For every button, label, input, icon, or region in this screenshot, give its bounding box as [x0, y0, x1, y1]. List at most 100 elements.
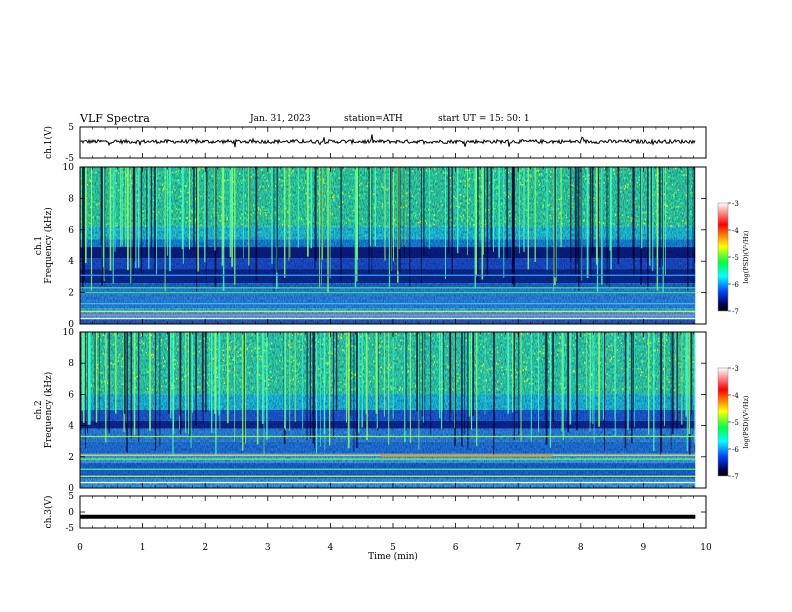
- psd-speckle: [627, 199, 629, 202]
- psd-speckle: [161, 339, 163, 341]
- psd-speckle: [628, 343, 630, 345]
- psd-speckle: [640, 332, 643, 335]
- psd-speckle: [338, 177, 340, 179]
- psd-speckle: [659, 370, 661, 372]
- psd-speckle: [372, 344, 374, 346]
- psd-speckle: [317, 180, 320, 182]
- psd-speckle: [491, 366, 493, 368]
- psd-speckle: [571, 202, 574, 205]
- psd-speckle: [525, 369, 527, 371]
- psd-speckle: [418, 213, 420, 216]
- psd-speckle: [672, 193, 674, 196]
- psd-speckle: [322, 380, 324, 383]
- psd-speckle: [264, 212, 266, 214]
- psd-speckle: [610, 358, 613, 360]
- psd-speckle: [425, 169, 428, 171]
- psd-speckle: [317, 366, 319, 368]
- psd-speckle: [629, 362, 631, 365]
- psd-speckle: [485, 338, 487, 341]
- psd-speckle: [180, 190, 182, 193]
- psd-speckle: [599, 177, 601, 179]
- psd-speckle: [663, 368, 665, 370]
- psd-speckle: [178, 348, 180, 351]
- psd-speckle: [339, 388, 341, 391]
- psd-speckle: [123, 205, 125, 207]
- psd-speckle: [220, 214, 223, 216]
- no-data-region: [695, 167, 706, 324]
- psd-speckle: [133, 335, 135, 337]
- psd-speckle: [490, 368, 493, 370]
- psd-speckle: [500, 334, 503, 336]
- psd-speckle: [399, 389, 401, 391]
- psd-speckle: [469, 169, 471, 172]
- psd-speckle: [331, 352, 333, 355]
- psd-speckle: [684, 348, 686, 350]
- psd-speckle: [670, 220, 672, 223]
- psd-speckle: [176, 217, 178, 220]
- psd-speckle: [322, 343, 324, 346]
- psd-speckle: [657, 349, 659, 351]
- psd-speckle: [440, 200, 442, 203]
- psd-speckle: [492, 215, 494, 218]
- psd-speckle: [313, 183, 315, 185]
- psd-speckle: [604, 167, 606, 170]
- psd-speckle: [487, 351, 489, 354]
- psd-speckle: [579, 196, 581, 199]
- psd-speckle: [90, 384, 92, 386]
- psd-speckle: [186, 217, 188, 219]
- psd-speckle: [682, 212, 684, 214]
- psd-speckle: [341, 337, 343, 339]
- psd-speckle: [548, 360, 550, 363]
- psd-speckle: [509, 210, 511, 213]
- psd-speckle: [568, 343, 570, 345]
- psd-speckle: [558, 198, 560, 201]
- psd-speckle: [646, 175, 648, 177]
- psd-speckle: [297, 380, 300, 383]
- psd-speckle: [640, 371, 643, 373]
- psd-speckle: [278, 360, 281, 362]
- psd-speckle: [364, 357, 366, 359]
- psd-speckle: [420, 367, 422, 369]
- psd-speckle: [348, 219, 350, 221]
- psd-speckle: [442, 372, 444, 374]
- psd-speckle: [177, 362, 179, 364]
- psd-speckle: [252, 386, 254, 389]
- psd-speckle: [362, 381, 364, 383]
- psd-speckle: [547, 370, 550, 373]
- psd-speckle: [599, 221, 601, 224]
- psd-speckle: [199, 340, 201, 343]
- psd-speckle: [559, 212, 561, 214]
- psd-speckle: [231, 388, 233, 391]
- psd-speckle: [265, 189, 267, 191]
- psd-speckle: [101, 381, 103, 384]
- psd-speckle: [304, 202, 306, 204]
- psd-speckle: [130, 182, 132, 184]
- psd-speckle: [402, 195, 404, 198]
- psd-speckle: [532, 382, 534, 385]
- psd-speckle: [265, 342, 267, 344]
- psd-speckle: [317, 193, 319, 195]
- psd-speckle: [615, 339, 617, 341]
- psd-speckle: [417, 192, 419, 194]
- psd-speckle: [122, 383, 124, 385]
- psd-speckle: [510, 340, 512, 342]
- psd-speckle: [679, 198, 681, 200]
- psd-speckle: [201, 207, 203, 210]
- psd-speckle: [393, 358, 395, 361]
- psd-speckle: [292, 359, 295, 362]
- psd-speckle: [337, 195, 339, 198]
- psd-speckle: [292, 378, 294, 380]
- psd-speckle: [573, 370, 575, 372]
- psd-speckle: [352, 189, 354, 191]
- psd-speckle: [326, 220, 328, 223]
- psd-speckle: [481, 365, 483, 367]
- psd-speckle: [360, 335, 362, 338]
- psd-speckle: [514, 218, 516, 220]
- psd-speckle: [97, 367, 99, 369]
- psd-speckle: [216, 348, 218, 351]
- psd-speckle: [449, 185, 451, 187]
- psd-speckle: [262, 174, 264, 177]
- psd-speckle: [249, 343, 251, 346]
- psd-speckle: [395, 333, 397, 335]
- psd-speckle: [488, 389, 490, 391]
